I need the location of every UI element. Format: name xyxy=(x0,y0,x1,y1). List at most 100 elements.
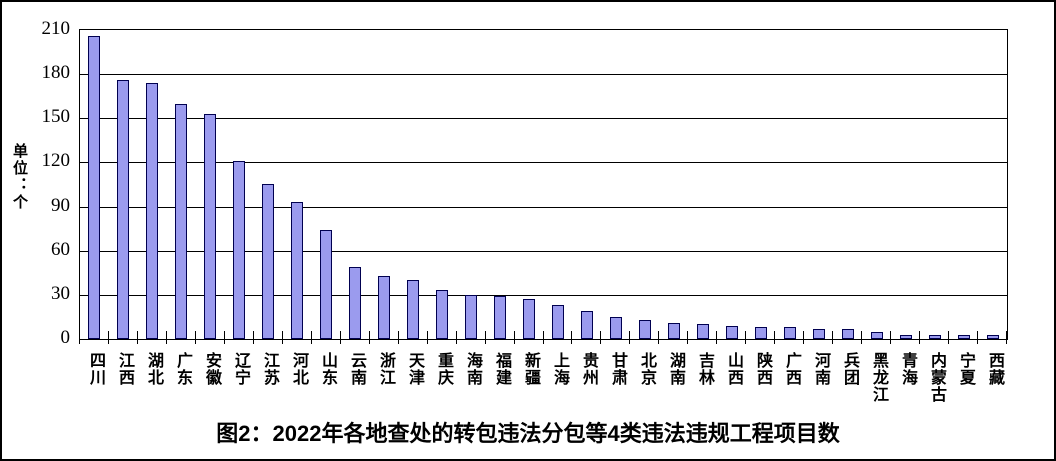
x-category-label: 重庆 xyxy=(435,352,452,386)
bar xyxy=(871,332,883,339)
bar xyxy=(929,335,941,339)
y-tick-label: 60 xyxy=(51,238,70,260)
gridline xyxy=(80,74,1007,76)
bar xyxy=(639,320,651,339)
x-tick xyxy=(398,331,399,344)
x-tick xyxy=(340,331,341,344)
bar xyxy=(987,335,999,339)
y-tick-label: 0 xyxy=(60,327,71,348)
y-tick-label: 150 xyxy=(41,106,71,128)
bar xyxy=(755,327,767,339)
x-tick xyxy=(311,331,312,344)
x-tick xyxy=(1006,331,1007,344)
x-category-label: 河南 xyxy=(812,352,829,386)
gridline xyxy=(80,294,1007,296)
x-category-label: 江西 xyxy=(116,352,133,386)
x-tick xyxy=(658,331,659,344)
bar xyxy=(465,295,477,339)
x-tick xyxy=(571,331,572,344)
y-tick-label: 120 xyxy=(41,150,71,172)
x-tick xyxy=(890,331,891,344)
bar xyxy=(581,311,593,339)
x-category-label: 广东 xyxy=(174,352,191,386)
bar xyxy=(436,290,448,339)
x-tick xyxy=(977,331,978,344)
x-tick xyxy=(600,331,601,344)
x-tick xyxy=(224,331,225,344)
x-tick xyxy=(716,331,717,344)
x-tick xyxy=(919,331,920,344)
bar xyxy=(697,324,709,339)
bar xyxy=(726,326,738,339)
x-tick xyxy=(832,331,833,344)
x-category-label: 北京 xyxy=(638,352,655,386)
x-tick xyxy=(195,331,196,344)
x-tick xyxy=(108,331,109,344)
x-category-label: 甘肃 xyxy=(609,352,626,386)
x-category-label: 湖北 xyxy=(145,352,162,386)
y-tick-label: 30 xyxy=(51,282,70,304)
gridline xyxy=(80,118,1007,120)
x-category-label: 山西 xyxy=(725,352,742,386)
chart-title: 图2：2022年各地查处的转包违法分包等4类违法违规工程项目数 xyxy=(216,421,840,446)
gridline xyxy=(80,250,1007,252)
gridline xyxy=(80,162,1007,164)
bar xyxy=(88,36,100,339)
bar xyxy=(407,280,419,339)
bar xyxy=(668,323,680,339)
bar xyxy=(610,317,622,339)
x-tick xyxy=(456,331,457,344)
x-tick xyxy=(253,331,254,344)
x-tick xyxy=(137,331,138,344)
bar xyxy=(204,114,216,339)
x-category-label: 上海 xyxy=(551,352,568,386)
x-tick xyxy=(774,331,775,344)
bar xyxy=(813,329,825,339)
bar xyxy=(842,329,854,339)
x-tick xyxy=(745,331,746,344)
bar xyxy=(958,335,970,339)
x-tick xyxy=(687,331,688,344)
x-tick xyxy=(166,331,167,344)
bar xyxy=(175,104,187,339)
x-tick xyxy=(79,331,80,344)
bar xyxy=(291,202,303,339)
bar xyxy=(320,230,332,339)
x-tick xyxy=(485,331,486,344)
y-tick-label: 180 xyxy=(41,62,71,84)
bar xyxy=(262,184,274,339)
bar xyxy=(784,327,796,339)
x-category-label: 内蒙古 xyxy=(928,352,945,403)
x-category-label: 辽宁 xyxy=(232,352,249,386)
bar xyxy=(552,305,564,339)
x-tick xyxy=(543,331,544,344)
x-category-label: 西藏 xyxy=(986,352,1003,386)
y-tick-label: 90 xyxy=(51,194,70,216)
x-category-label: 福建 xyxy=(493,352,510,386)
x-tick xyxy=(514,331,515,344)
bar xyxy=(233,161,245,339)
x-category-label: 黑龙江 xyxy=(870,352,887,403)
x-tick xyxy=(629,331,630,344)
y-tick-label: 210 xyxy=(41,18,71,39)
bar xyxy=(349,267,361,339)
x-tick xyxy=(948,331,949,344)
bar xyxy=(900,335,912,339)
x-category-label: 云南 xyxy=(348,352,365,386)
bar xyxy=(378,276,390,339)
x-category-label: 新疆 xyxy=(522,352,539,386)
x-category-label: 贵州 xyxy=(580,352,597,386)
x-category-label: 山东 xyxy=(319,352,336,386)
x-tick xyxy=(282,331,283,344)
x-category-label: 宁夏 xyxy=(957,352,974,386)
x-category-label: 广西 xyxy=(783,352,800,386)
x-category-label: 四川 xyxy=(87,352,104,386)
plot-area xyxy=(79,29,1008,340)
bar xyxy=(117,80,129,339)
x-category-label: 浙江 xyxy=(377,352,394,386)
x-category-label: 湖南 xyxy=(667,352,684,386)
x-category-label: 陕西 xyxy=(754,352,771,386)
y-axis-title: 单位：个 xyxy=(11,143,28,211)
gridline xyxy=(80,206,1007,208)
